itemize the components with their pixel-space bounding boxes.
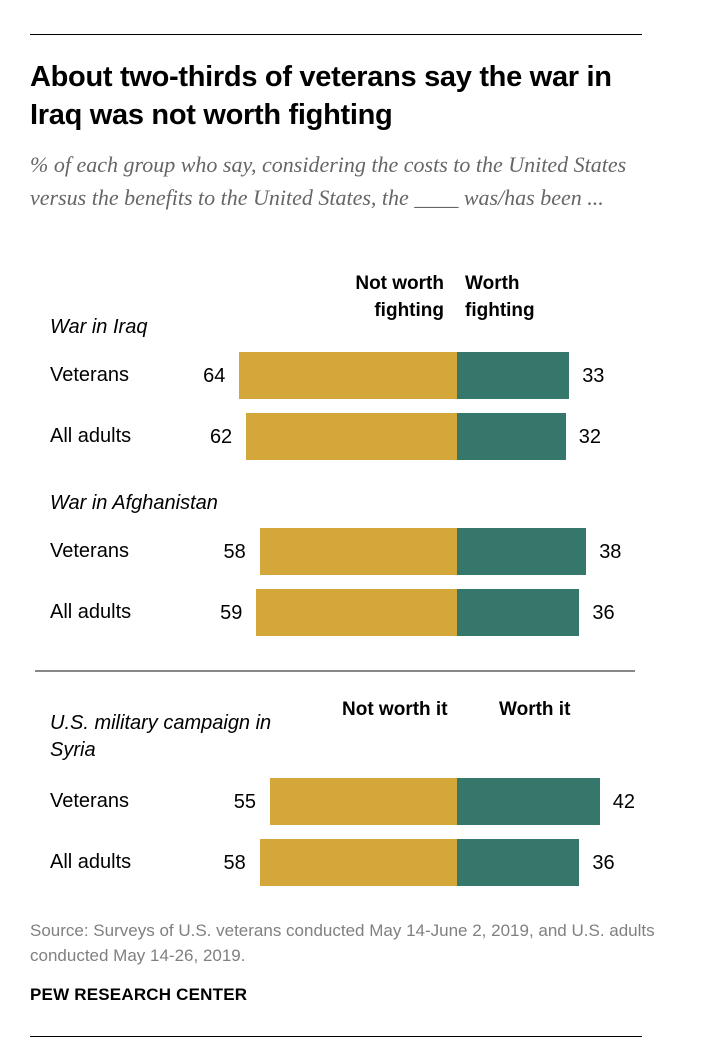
header-worth-fighting: Worth fighting	[465, 273, 535, 321]
value-label-worth: 38	[599, 541, 622, 563]
brand-label: PEW RESEARCH CENTER	[30, 985, 248, 1004]
header-worth-it: Worth it	[499, 699, 571, 720]
row-label: Veterans	[50, 790, 129, 812]
value-label-not-worth: 58	[223, 852, 246, 874]
bar-worth	[457, 528, 587, 575]
value-label-worth: 33	[582, 365, 605, 387]
header-not-worth-it: Not worth it	[342, 699, 448, 720]
value-label-not-worth: 55	[233, 791, 256, 813]
bar-worth	[457, 839, 580, 886]
row-label: Veterans	[50, 364, 129, 386]
value-label-not-worth: 62	[209, 426, 233, 448]
value-label-worth: 36	[592, 602, 615, 624]
bar-worth	[457, 778, 600, 825]
value-label-not-worth: 58	[223, 541, 246, 563]
chart-subtitle: % of each group who say, considering the…	[30, 152, 627, 210]
chart-title: About two-thirds of veterans say the war…	[30, 61, 612, 131]
bar-not-worth	[246, 413, 457, 460]
value-label-not-worth: 59	[220, 602, 243, 624]
top-rule	[30, 34, 642, 35]
value-label-worth: 42	[612, 791, 636, 813]
bottom-rule	[30, 1036, 642, 1037]
value-label-worth: 36	[592, 852, 615, 874]
header-not-worth-fighting: Not worth fighting	[355, 273, 444, 321]
bar-not-worth	[259, 839, 457, 886]
bar-worth	[457, 413, 566, 460]
section-divider	[35, 670, 635, 672]
bar-not-worth	[239, 352, 457, 399]
row-label: All adults	[50, 425, 132, 447]
group-label: War in Afghanistan	[50, 492, 218, 514]
bar-worth	[457, 352, 570, 399]
row-label: Veterans	[50, 540, 129, 562]
value-label-not-worth: 64	[203, 365, 226, 387]
row-label: All adults	[50, 851, 132, 873]
bar-not-worth	[256, 589, 457, 636]
bar-not-worth	[270, 778, 457, 825]
value-label-worth: 32	[578, 426, 602, 448]
bar-not-worth	[259, 528, 457, 575]
group-label: War in Iraq	[50, 316, 148, 338]
source-note: Source: Surveys of U.S. veterans conduct…	[30, 921, 655, 965]
row-label: All adults	[50, 601, 132, 623]
bar-worth	[457, 589, 580, 636]
group-label: U.S. military campaign in Syria	[50, 712, 272, 761]
